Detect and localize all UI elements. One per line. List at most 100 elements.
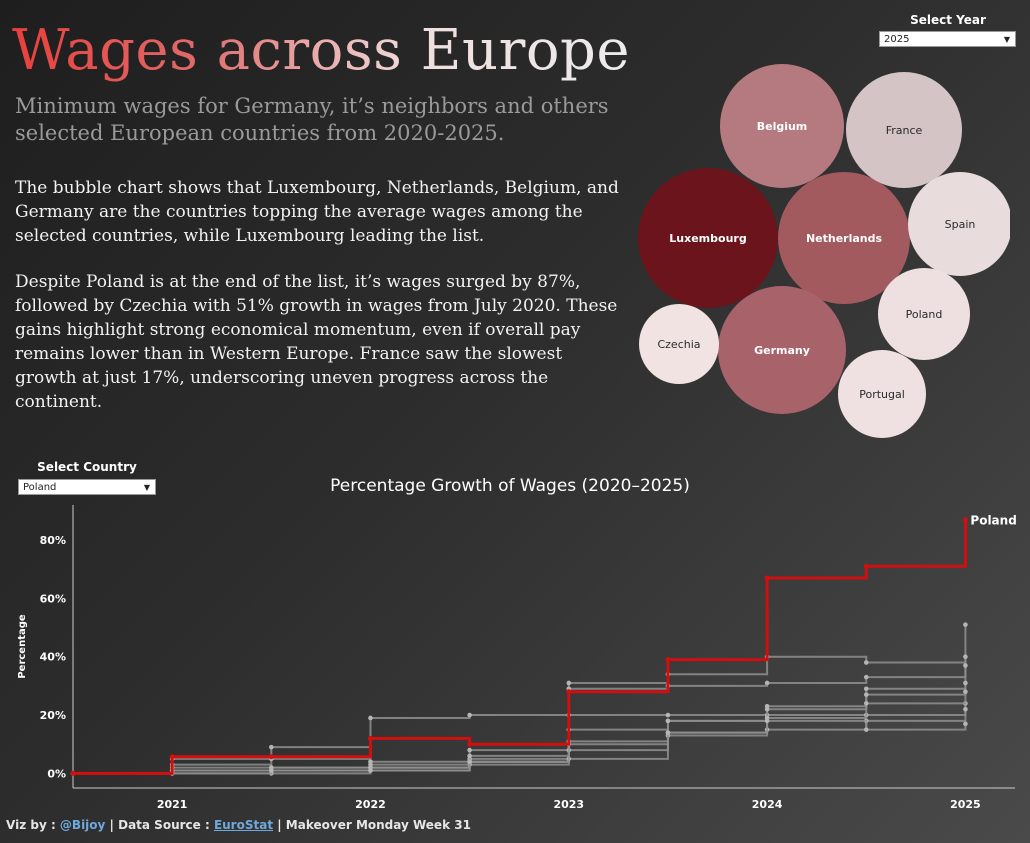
bubble-label: Netherlands: [806, 232, 883, 245]
x-tick-label: 2023: [553, 798, 584, 810]
chart-title: Percentage Growth of Wages (2020–2025): [330, 476, 690, 496]
series-point: [963, 622, 968, 627]
highlight-series-label: Poland: [970, 514, 1016, 528]
highlight-point: [70, 770, 76, 776]
bubble-label: France: [886, 124, 923, 137]
bubble-belgium[interactable]: Belgium: [720, 64, 844, 188]
highlight-point: [268, 754, 274, 760]
series-line-2[interactable]: [70, 622, 968, 776]
highlight-series-poland[interactable]: Poland: [70, 514, 1017, 776]
series-path: [73, 682, 967, 775]
series-point: [963, 721, 968, 727]
bubble-circle[interactable]: [638, 168, 778, 308]
y-tick-label: 0%: [47, 767, 66, 780]
x-tick-label: 2021: [157, 798, 188, 810]
description-paragraph-2: Despite Poland is at the end of the list…: [15, 272, 618, 412]
highlight-point: [665, 657, 671, 663]
series-point: [863, 686, 869, 692]
series-point: [863, 692, 869, 697]
series-point: [863, 674, 869, 680]
bubble-spain[interactable]: Spain: [908, 172, 1010, 276]
author-link[interactable]: @Bijoy: [59, 818, 106, 832]
bubble-circle[interactable]: [778, 172, 910, 304]
select-country-label: Select Country: [37, 460, 137, 474]
bubble-circle[interactable]: [718, 286, 846, 414]
series-path: [73, 703, 967, 775]
page-subtitle: Minimum wages for Germany, it’s neighbor…: [15, 94, 609, 145]
bubble-label: Luxembourg: [669, 232, 746, 245]
description-paragraph-1: The bubble chart shows that Luxembourg, …: [15, 178, 619, 246]
series-point: [963, 680, 968, 686]
bubble-circle[interactable]: [846, 72, 962, 188]
select-year-label: Select Year: [910, 13, 986, 27]
select-year-dropdown[interactable]: 2025 ▼: [879, 31, 1016, 47]
series-point: [269, 744, 274, 750]
bubble-czechia[interactable]: Czechia: [639, 304, 719, 384]
series-point: [764, 718, 770, 724]
highlight-point: [566, 689, 572, 695]
series-point: [467, 753, 472, 759]
bubble-poland[interactable]: Poland: [878, 268, 970, 360]
y-axis-label: Percentage: [17, 614, 28, 679]
chevron-down-icon: ▼: [143, 483, 150, 492]
highlight-path: [73, 519, 967, 775]
wage-bubble-chart: Luxembourg Netherlands Germany Belgium Franc…: [638, 64, 1010, 438]
footer-viz-by: Viz by :: [6, 818, 60, 832]
chevron-down-icon: ▼: [1003, 35, 1010, 44]
series-point: [764, 706, 770, 712]
bubble-circle[interactable]: [838, 350, 926, 438]
series-point: [863, 701, 869, 706]
series-point: [467, 712, 472, 718]
select-country-value: Poland: [23, 482, 57, 493]
series-line-6[interactable]: [70, 689, 968, 776]
bubble-luxembourg[interactable]: Luxembourg: [638, 168, 778, 308]
series-point: [863, 727, 869, 732]
data-source-link[interactable]: EuroStat: [213, 818, 274, 832]
bubble-circle[interactable]: [639, 304, 719, 384]
bubble-label: Poland: [906, 308, 943, 321]
bubble-label: Spain: [945, 218, 976, 231]
highlight-point: [467, 741, 473, 747]
bubble-circle[interactable]: [878, 268, 970, 360]
bubble-circle[interactable]: [720, 64, 844, 188]
series-point: [963, 654, 968, 660]
bubble-label: Portugal: [859, 388, 905, 401]
y-tick-label: 20%: [40, 709, 66, 722]
series-point: [863, 660, 869, 665]
series-point: [566, 680, 572, 686]
highlight-point: [764, 575, 770, 581]
bubble-netherlands[interactable]: Netherlands: [778, 172, 910, 304]
series-point: [963, 689, 968, 695]
series-point: [467, 747, 472, 753]
bubble-france[interactable]: France: [846, 72, 962, 188]
footer-source-label: | Data Source :: [105, 818, 214, 832]
wage-growth-line-chart: Percentage Growth of Wages (2020–2025) 0%…: [17, 476, 1017, 810]
bubble-germany[interactable]: Germany: [718, 286, 846, 414]
footer-week: | Makeover Monday Week 31: [273, 818, 471, 832]
series-point: [467, 759, 472, 765]
highlight-point: [367, 735, 373, 741]
bubble-label: Belgium: [757, 120, 808, 133]
series-path: [73, 624, 967, 775]
bubble-label: Czechia: [657, 338, 700, 351]
x-tick-label: 2022: [355, 798, 386, 810]
series-point: [269, 768, 274, 773]
series-point: [963, 706, 968, 712]
series-point: [665, 730, 671, 735]
series-point: [665, 718, 671, 724]
series-point: [963, 663, 968, 668]
highlight-point: [863, 563, 869, 569]
series-point: [665, 712, 671, 718]
bubble-portugal[interactable]: Portugal: [838, 350, 926, 438]
footer-credits: Viz by : @Bijoy | Data Source : EuroStat…: [6, 818, 471, 832]
x-tick-label: 2024: [752, 798, 783, 810]
bubble-label: Germany: [754, 344, 810, 357]
y-tick-label: 60%: [40, 592, 66, 605]
x-tick-label: 2025: [950, 798, 981, 810]
series-point: [764, 680, 770, 686]
highlight-point: [962, 517, 968, 523]
series-point: [368, 768, 373, 773]
highlight-point: [169, 754, 175, 760]
bubble-circle[interactable]: [908, 172, 1010, 276]
select-country-dropdown[interactable]: Poland ▼: [18, 479, 156, 495]
